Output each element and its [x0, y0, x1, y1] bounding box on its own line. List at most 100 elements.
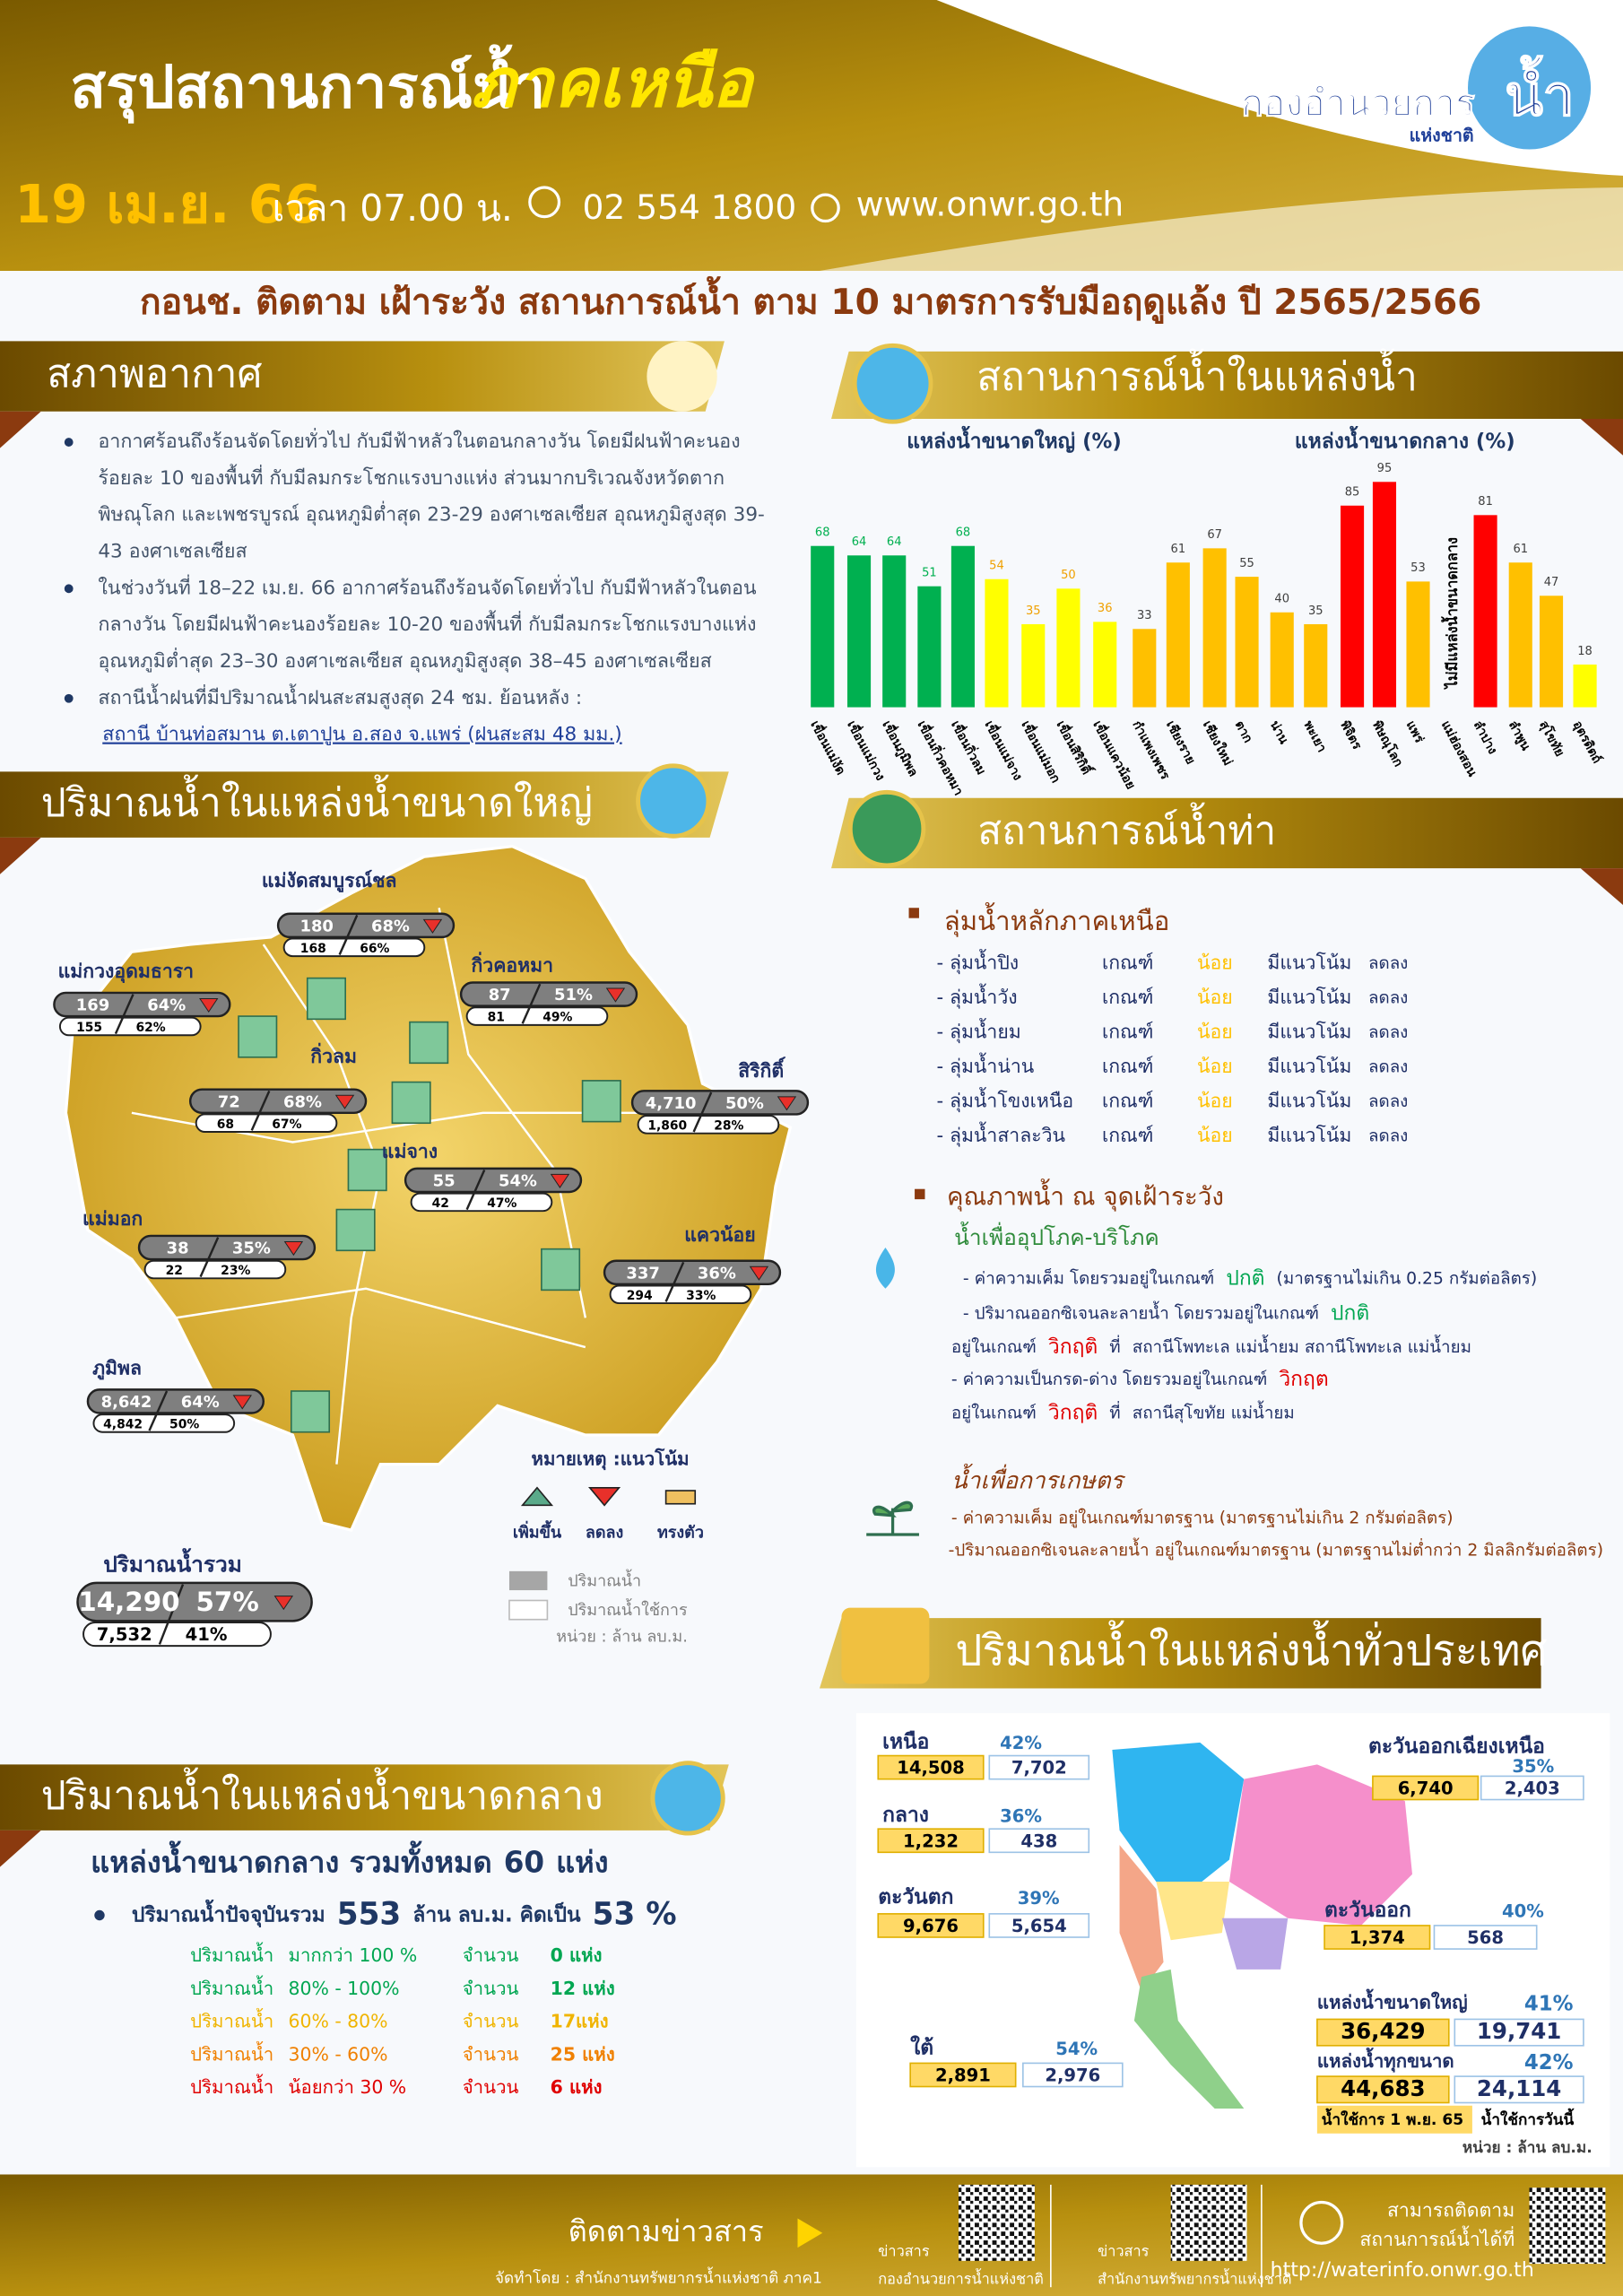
- section-heading: ปริมาณน้ำในแหล่งน้ำขนาดใหญ่: [41, 774, 593, 826]
- region-volume: 36,429: [1341, 2018, 1425, 2044]
- legend-label: ทรงตัว: [657, 1523, 704, 1542]
- dam-percent: 51%: [554, 986, 593, 1004]
- bar-value: 55: [1239, 557, 1254, 570]
- region-usable: 2,403: [1505, 1779, 1560, 1799]
- quality-part: ปกติ: [1331, 1301, 1369, 1325]
- bar: [1133, 629, 1157, 708]
- bar: [882, 555, 907, 708]
- volume-box: [53, 991, 231, 1018]
- quality-part: ที่: [1109, 1400, 1120, 1422]
- basin-cell: มีแนวโน้ม: [1267, 952, 1351, 974]
- dam-volume: 87: [489, 986, 511, 1004]
- bar-value: 51: [922, 566, 937, 579]
- weather-line: พิษณุโลก และเพชรบูรณ์ อุณหภูมิต่ำสุด 23-…: [98, 501, 764, 526]
- trend-down: [422, 918, 443, 934]
- bar: [917, 586, 942, 708]
- dam-volume: 72: [218, 1092, 240, 1111]
- region-percent: 40%: [1502, 1901, 1544, 1922]
- volume-box: [137, 1234, 317, 1261]
- region-percent: 42%: [1000, 1733, 1042, 1753]
- phone-icon: [528, 186, 561, 219]
- bar-value: 81: [1478, 495, 1493, 509]
- basin-cell: มีแนวโน้ม: [1267, 1056, 1351, 1078]
- weather-line: สถานีน้ำฝนที่มีปริมาณน้ำฝนสะสมสูงสุด 24 …: [98, 683, 582, 709]
- basin-cell: ลดลง: [1368, 1023, 1408, 1042]
- region-percent: 36%: [1000, 1806, 1042, 1827]
- agriculture-line: -ปริมาณออกซิเจนละลายน้ำ อยู่ในเกณฑ์มาตรฐ…: [949, 1537, 1603, 1560]
- volume-box: [1324, 1925, 1431, 1950]
- basin-cell: ลดลง: [1368, 1092, 1408, 1111]
- volume-box: [877, 1754, 985, 1780]
- trend-down: [199, 997, 219, 1013]
- bar: [1093, 622, 1117, 708]
- legend-label: ลดลง: [586, 1523, 623, 1542]
- basin-cell: เกณฑ์: [1102, 1125, 1153, 1147]
- quality-part: (มาตรฐานไม่เกิน 0.25 กรัมต่อลิตร): [1277, 1268, 1538, 1288]
- medium-cell: ปริมาณน้ำ: [190, 2074, 273, 2098]
- region-volume: 44,683: [1341, 2075, 1425, 2101]
- bar-value: 64: [852, 535, 867, 549]
- section-heading: สถานการณ์น้ำในแหล่งน้ำ: [976, 348, 1418, 400]
- medium-cell: น้อยกว่า 30 %: [289, 2076, 407, 2098]
- dam-name: สิริกิติ์: [738, 1056, 785, 1083]
- region-percent: 39%: [1018, 1888, 1060, 1909]
- quality-part: ที่: [1109, 1335, 1120, 1357]
- bar: [811, 545, 835, 708]
- quality-part: สถานีสุโขทัย แม่น้ำยม: [1133, 1400, 1295, 1423]
- footer-label: ข่าวสาร: [1098, 2243, 1150, 2260]
- box-divider: [664, 1261, 685, 1302]
- box-divider: [114, 994, 135, 1035]
- title: สรุปสถานการณ์น้ำ: [70, 43, 545, 124]
- bar: [1573, 664, 1597, 708]
- usable-box: [143, 1259, 287, 1280]
- dam-usable: 4,842: [103, 1418, 143, 1432]
- region-name: แหล่งน้ำทุกขนาด: [1317, 2047, 1454, 2073]
- basin-cell: มีแนวโน้ม: [1267, 987, 1351, 1009]
- bar-value: 47: [1544, 576, 1559, 589]
- heading-bar: [0, 771, 729, 838]
- usable-box: [282, 937, 426, 958]
- phone: 02 554 1800: [583, 187, 797, 227]
- heading-bar: [831, 797, 1623, 869]
- bar-value: 36: [1098, 602, 1113, 615]
- consumption-title: น้ำเพื่ออุปโภค-บริโภค: [954, 1222, 1159, 1251]
- summary-part: ปริมาณน้ำปัจจุบันรวม: [132, 1899, 325, 1927]
- usable-box: [988, 1754, 1090, 1780]
- medium-cell: จำนวน: [463, 2011, 519, 2032]
- heading-bar: [0, 1764, 729, 1831]
- bar-value: 64: [887, 535, 902, 549]
- basin-cell: มีแนวโน้ม: [1267, 1125, 1351, 1147]
- bar: [1166, 562, 1190, 708]
- usable-box: [637, 1115, 780, 1135]
- medium-cell: 80% - 100%: [289, 1978, 400, 1999]
- dam-usable: 68: [217, 1118, 234, 1132]
- footer-label: สามารถติดตาม: [1387, 2199, 1515, 2222]
- central-region: [1156, 1881, 1229, 1941]
- section-icon: [847, 789, 926, 868]
- region-percent: 41%: [1524, 1993, 1574, 2016]
- dam-usable: 155: [76, 1021, 102, 1035]
- footer-label: ข่าวสาร: [878, 2243, 930, 2260]
- legend-flat: [664, 1490, 697, 1505]
- region-percent: 54%: [1055, 2039, 1098, 2059]
- summary-part: 60: [504, 1845, 544, 1879]
- heading-corner: [0, 1830, 41, 1867]
- basin-cell: เกณฑ์: [1102, 1021, 1153, 1043]
- header-swoosh: [936, 0, 1623, 176]
- quality-line: - ปริมาณออกซิเจนละลายน้ำ โดยรวมอยู่ในเกณ…: [963, 1300, 1369, 1325]
- box-divider: [692, 1091, 713, 1133]
- dam-usable: 7,532: [97, 1624, 152, 1645]
- dam-usable-percent: 23%: [221, 1264, 250, 1278]
- medium-cell: ปริมาณน้ำ: [190, 2008, 273, 2032]
- bar: [1539, 596, 1564, 708]
- chart-label: แหล่งน้ำขนาดกลาง (%): [1295, 426, 1515, 454]
- quality-part: สถานีโพทะเล แม่น้ำยม สถานีโพทะเล แม่น้ำย…: [1133, 1335, 1471, 1357]
- usable-box: [410, 1192, 553, 1213]
- logo-text: กองอำนวยการ: [1241, 82, 1475, 125]
- medium-cell: 0 แห่ง: [551, 1944, 603, 1966]
- region-name: ตะวันตก: [878, 1885, 953, 1909]
- dam-usable-percent: 50%: [169, 1418, 199, 1432]
- region-percent: 35%: [1512, 1756, 1554, 1777]
- footer-follow: ติดตามข่าวสาร: [568, 2214, 764, 2248]
- bar-value: 40: [1274, 593, 1289, 606]
